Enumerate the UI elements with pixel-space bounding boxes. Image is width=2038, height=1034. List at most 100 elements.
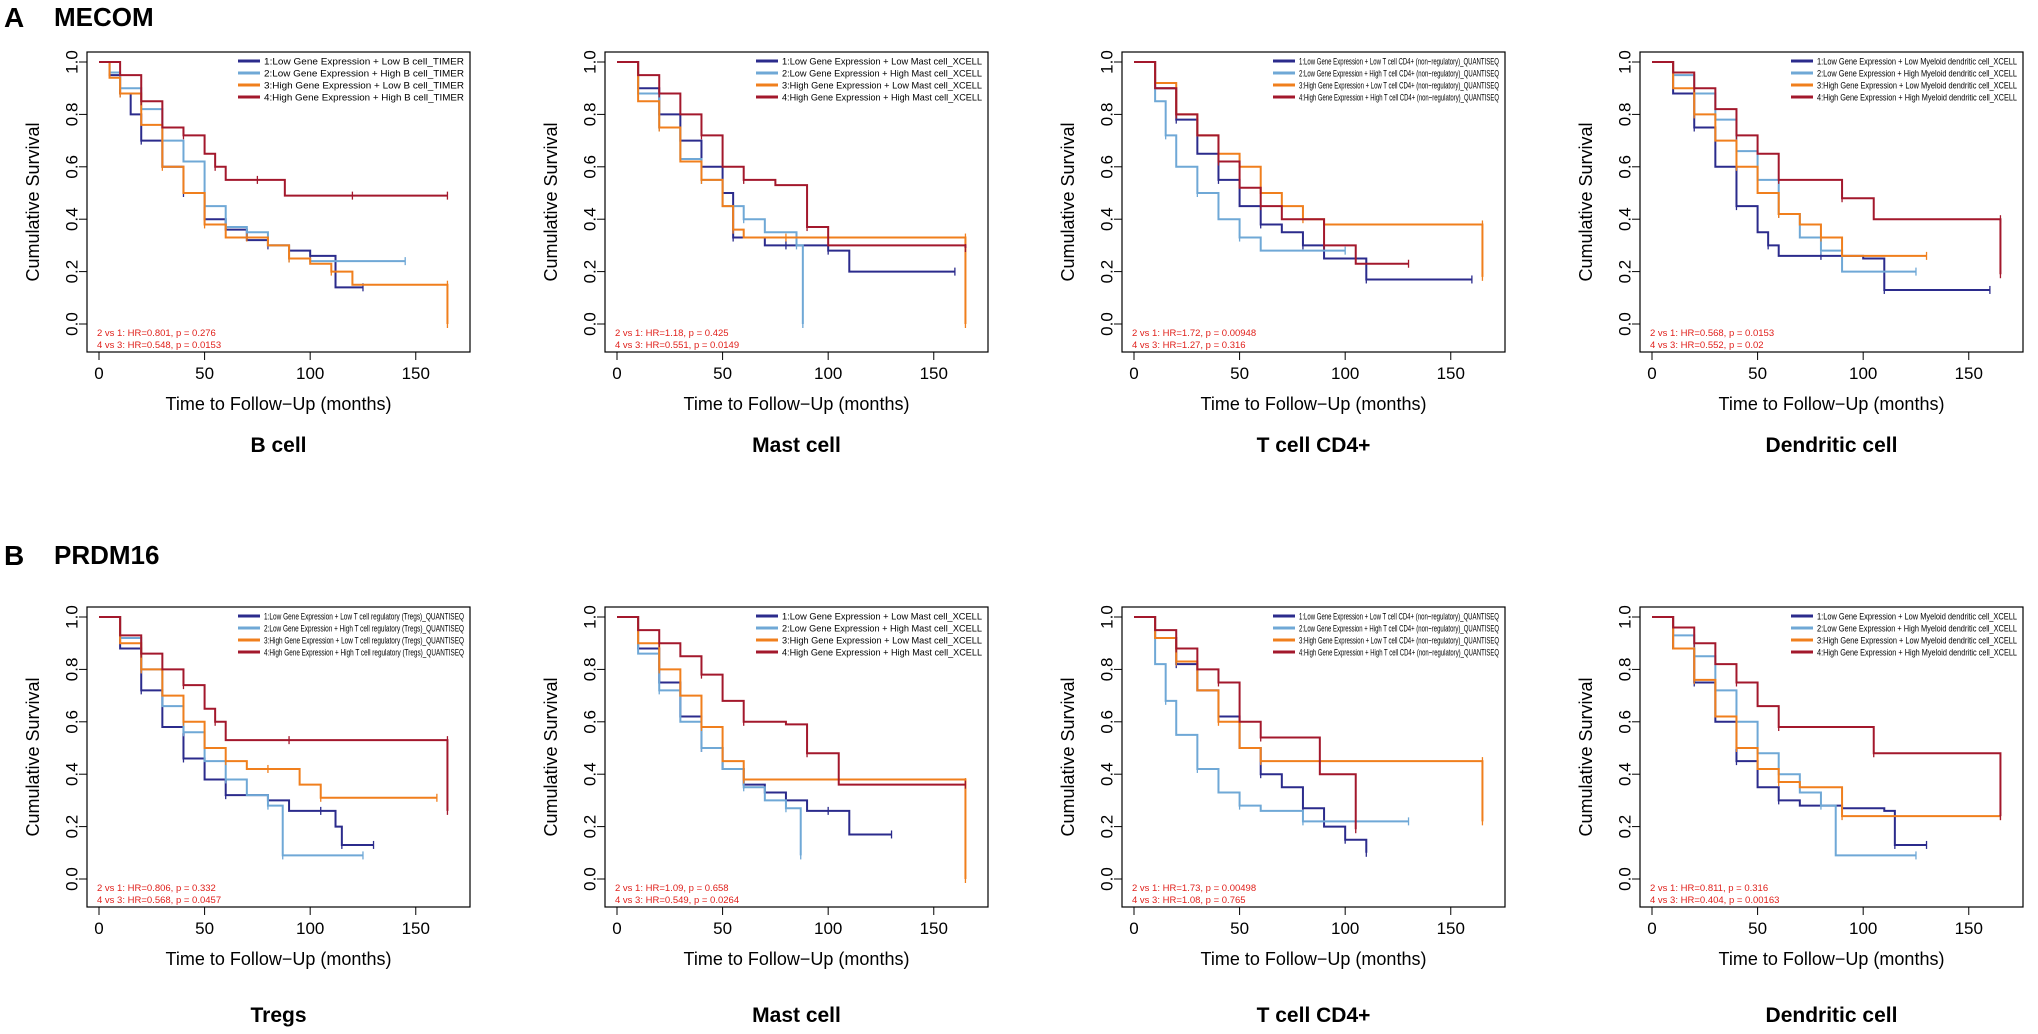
x-axis-label: Time to Follow−Up (months) [1201, 949, 1427, 969]
survival-curve-4 [617, 61, 967, 249]
legend-label-2: 2:Low Gene Expression + High Mast cell_X… [782, 624, 982, 635]
y-tick-label: 1.0 [62, 605, 81, 629]
y-tick-label: 0.6 [1097, 710, 1116, 734]
x-tick-label: 100 [1849, 364, 1877, 383]
y-tick-label: 0.0 [62, 867, 81, 891]
survival-curve-4 [99, 61, 448, 197]
y-tick-label: 0.4 [1097, 762, 1116, 786]
survival-curve-4 [1652, 61, 2002, 275]
hr-stat-1: 2 vs 1: HR=1.72, p = 0.00948 [1132, 328, 1256, 339]
y-tick-label: 0.6 [580, 155, 599, 179]
y-tick-label: 0.4 [580, 762, 599, 786]
y-tick-label: 1.0 [580, 605, 599, 629]
x-axis-label: Time to Follow−Up (months) [166, 394, 392, 414]
y-tick-label: 0.8 [1097, 658, 1116, 682]
x-tick-label: 0 [1647, 364, 1656, 383]
x-tick-label: 50 [713, 364, 732, 383]
survival-curve-4 [1652, 616, 2002, 817]
hr-stat-1: 2 vs 1: HR=0.806, p = 0.332 [97, 883, 216, 894]
legend-label-4: 4:High Gene Expression + High Mast cell_… [782, 93, 982, 104]
x-axis-label: Time to Follow−Up (months) [1719, 949, 1945, 969]
x-tick-label: 0 [612, 364, 621, 383]
y-tick-label: 0.4 [62, 207, 81, 231]
legend-label-4: 4:High Gene Expression + High T cell reg… [264, 648, 464, 659]
x-tick-label: 150 [1437, 364, 1465, 383]
x-tick-label: 100 [1849, 919, 1877, 938]
y-tick-label: 0.2 [580, 260, 599, 284]
panel-title: Dendritic cell [1766, 1004, 1898, 1027]
x-tick-label: 0 [1129, 364, 1138, 383]
legend-label-1: 1:Low Gene Expression + Low Mast cell_XC… [782, 57, 982, 68]
plot-frame [1639, 606, 2024, 908]
x-tick-label: 100 [1331, 364, 1359, 383]
km-panel-6: 0 50 100 150 0.0 0.2 0.4 0.6 0.8 1.0 Time to Follo… [541, 605, 989, 1027]
x-tick-label: 150 [402, 364, 430, 383]
x-tick-label: 150 [1955, 364, 1983, 383]
legend-label-1: 1:Low Gene Expression + Low Myeloid dend… [1817, 57, 2017, 68]
gene-title-mecom: MECOM [54, 2, 154, 32]
legend-label-3: 3:High Gene Expression + Low B cell_TIME… [264, 81, 464, 92]
x-tick-label: 50 [195, 364, 214, 383]
legend-label-4: 4:High Gene Expression + High T cell CD4… [1299, 93, 1499, 104]
y-tick-label: 0.0 [62, 312, 81, 336]
survival-curve-4 [1134, 61, 1409, 265]
legend-label-1: 1:Low Gene Expression + Low B cell_TIMER [264, 57, 464, 68]
panel-title: T cell CD4+ [1257, 1004, 1371, 1027]
y-tick-label: 0.8 [580, 103, 599, 127]
y-tick-label: 0.2 [1097, 260, 1116, 284]
y-tick-label: 0.6 [580, 710, 599, 734]
hr-stat-1: 2 vs 1: HR=1.09, p = 0.658 [615, 883, 729, 894]
y-tick-label: 0.0 [1097, 312, 1116, 336]
y-tick-label: 0.6 [1615, 710, 1634, 734]
panel-title: Mast cell [752, 1004, 841, 1027]
x-tick-label: 0 [612, 919, 621, 938]
x-tick-label: 50 [1748, 919, 1767, 938]
legend-label-3: 3:High Gene Expression + Low T cell CD4+… [1299, 636, 1499, 647]
y-tick-label: 0.6 [62, 710, 81, 734]
y-tick-label: 0.6 [1615, 155, 1634, 179]
hr-stat-2: 4 vs 3: HR=0.551, p = 0.0149 [615, 340, 739, 351]
survival-curve-1 [99, 616, 374, 846]
legend-label-3: 3:High Gene Expression + Low Mast cell_X… [782, 636, 982, 647]
y-tick-label: 0.8 [1097, 103, 1116, 127]
hr-stat-2: 4 vs 3: HR=0.568, p = 0.0457 [97, 895, 221, 906]
y-tick-label: 1.0 [62, 50, 81, 74]
y-tick-label: 1.0 [1097, 605, 1116, 629]
plot-frame [1121, 606, 1506, 908]
hr-stat-2: 4 vs 3: HR=0.549, p = 0.0264 [615, 895, 739, 906]
legend-label-1: 1:Low Gene Expression + Low T cell regul… [264, 612, 464, 623]
plot-frame [1639, 51, 2024, 353]
km-panel-2: 0 50 100 150 0.0 0.2 0.4 0.6 0.8 1.0 Time to Follo… [541, 50, 989, 457]
y-tick-label: 0.8 [62, 103, 81, 127]
hr-stat-2: 4 vs 3: HR=0.552, p = 0.02 [1650, 340, 1764, 351]
gene-title-prdm16: PRDM16 [54, 540, 160, 570]
x-tick-label: 100 [296, 919, 324, 938]
legend-label-4: 4:High Gene Expression + High Mast cell_… [782, 648, 982, 659]
hr-stat-2: 4 vs 3: HR=1.27, p = 0.316 [1132, 340, 1246, 351]
y-tick-label: 0.2 [1615, 260, 1634, 284]
legend-label-2: 2:Low Gene Expression + High B cell_TIME… [264, 69, 464, 80]
y-tick-label: 0.0 [580, 867, 599, 891]
x-tick-label: 0 [1647, 919, 1656, 938]
x-tick-label: 100 [296, 364, 324, 383]
legend-label-4: 4:High Gene Expression + High Myeloid de… [1817, 93, 2017, 104]
legend-label-3: 3:High Gene Expression + Low T cell CD4+… [1299, 81, 1499, 92]
x-axis-label: Time to Follow−Up (months) [684, 949, 910, 969]
plot-frame [604, 606, 989, 908]
x-tick-label: 50 [195, 919, 214, 938]
x-tick-label: 100 [814, 919, 842, 938]
y-tick-label: 1.0 [1097, 50, 1116, 74]
legend-label-3: 3:High Gene Expression + Low Myeloid den… [1817, 636, 2017, 647]
legend-label-1: 1:Low Gene Expression + Low T cell CD4+ … [1299, 612, 1499, 623]
km-panel-3: 0 50 100 150 0.0 0.2 0.4 0.6 0.8 1.0 Time to Follo… [1058, 50, 1506, 457]
survival-curve-3 [1134, 616, 1484, 822]
x-tick-label: 0 [94, 919, 103, 938]
y-tick-label: 0.6 [62, 155, 81, 179]
survival-curve-2 [1134, 616, 1409, 823]
y-tick-label: 0.4 [62, 762, 81, 786]
plot-frame [1121, 51, 1506, 353]
legend-label-4: 4:High Gene Expression + High T cell CD4… [1299, 648, 1499, 659]
km-panel-8: 0 50 100 150 0.0 0.2 0.4 0.6 0.8 1.0 Time to Follo… [1576, 605, 2024, 1027]
x-axis-label: Time to Follow−Up (months) [684, 394, 910, 414]
